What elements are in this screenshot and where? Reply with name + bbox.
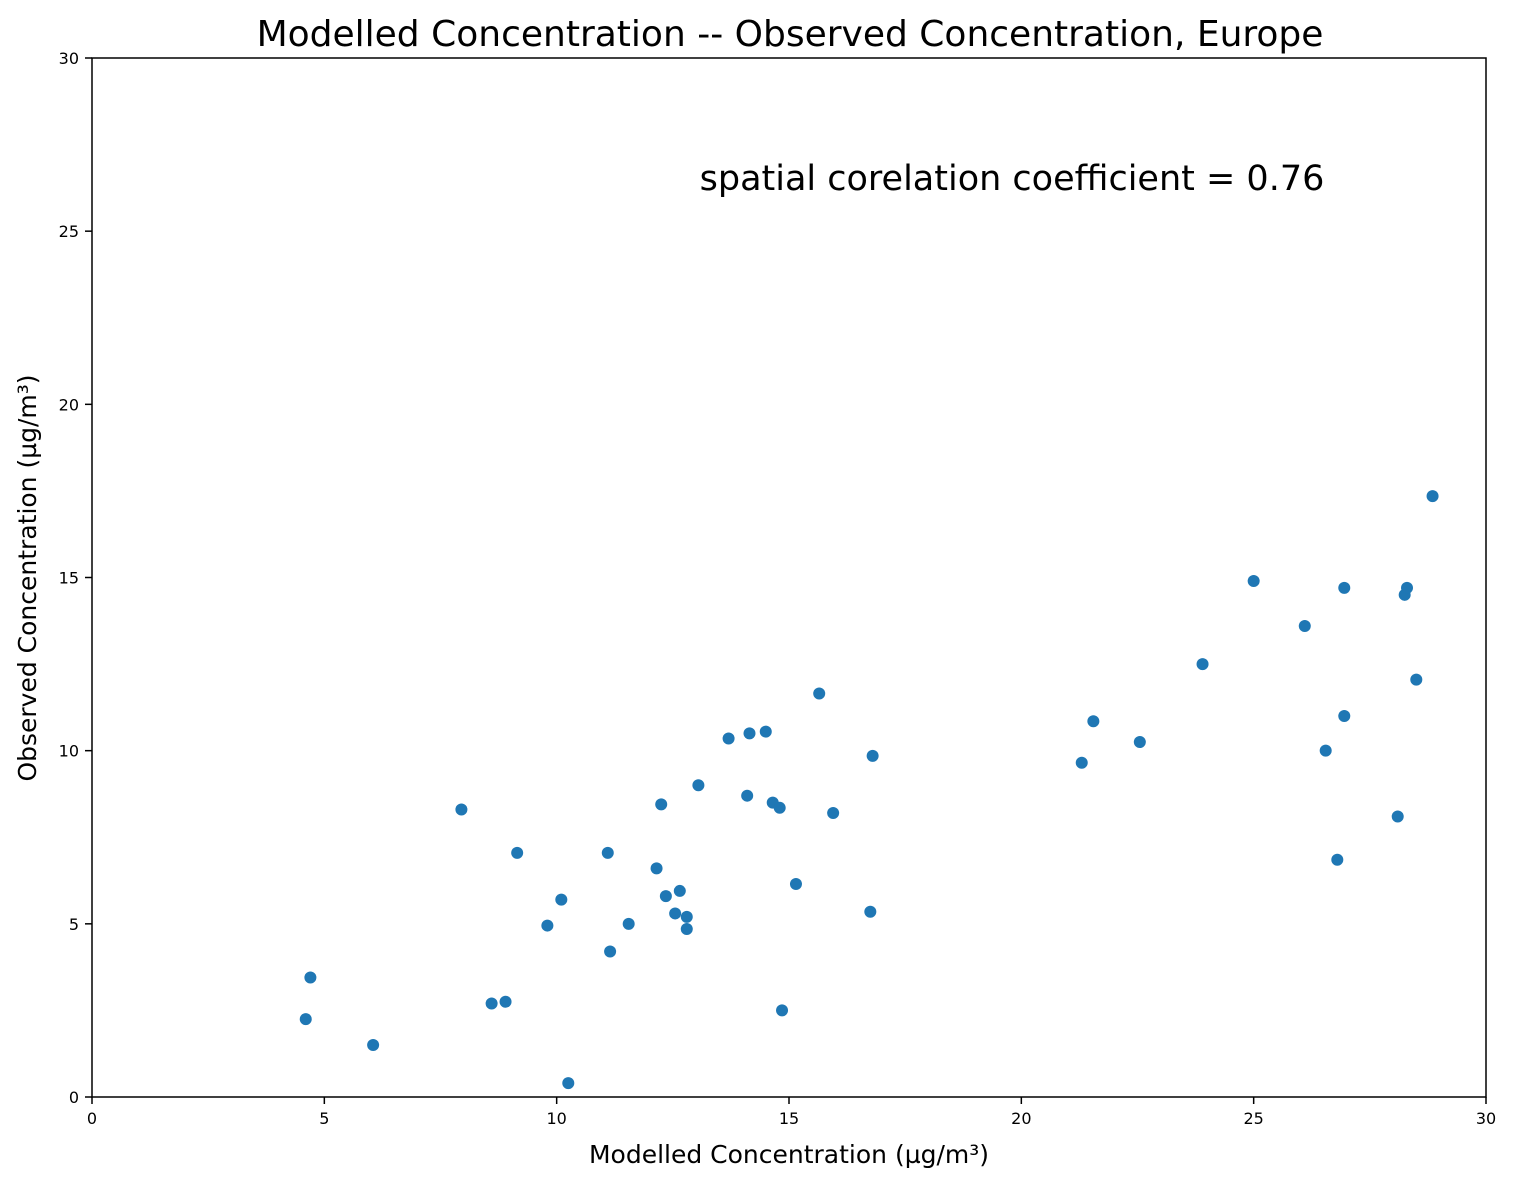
y-tick-label: 30 — [59, 49, 79, 68]
data-point — [1247, 574, 1260, 587]
data-point — [1410, 673, 1423, 686]
data-point — [673, 884, 686, 897]
data-point — [1426, 490, 1439, 503]
data-point — [299, 1013, 312, 1026]
data-point — [741, 789, 754, 802]
y-axis-label: Observed Concentration (µg/m³) — [13, 374, 42, 781]
data-point — [604, 945, 617, 958]
data-point — [455, 803, 468, 816]
data-point — [1298, 619, 1311, 632]
data-point — [555, 893, 568, 906]
data-point — [1133, 736, 1146, 749]
correlation-annotation: spatial corelation coefficient = 0.76 — [700, 159, 1325, 199]
data-point — [511, 846, 524, 859]
data-point — [813, 687, 826, 700]
data-point — [692, 779, 705, 792]
data-point — [499, 995, 512, 1008]
x-tick-label: 5 — [319, 1109, 329, 1128]
data-point — [680, 923, 693, 936]
x-tick-label: 10 — [546, 1109, 566, 1128]
data-point — [776, 1004, 789, 1017]
x-tick-label: 15 — [779, 1109, 799, 1128]
x-tick-label: 0 — [87, 1109, 97, 1128]
data-point — [1391, 810, 1404, 823]
data-point — [1401, 581, 1414, 594]
data-point — [1319, 744, 1332, 757]
x-tick-label: 20 — [1011, 1109, 1031, 1128]
data-point — [1331, 853, 1344, 866]
x-tick-label: 30 — [1476, 1109, 1496, 1128]
data-point — [1338, 710, 1351, 723]
data-point — [789, 878, 802, 891]
data-point — [669, 907, 682, 920]
y-tick-label: 10 — [59, 742, 79, 761]
data-point — [866, 749, 879, 762]
data-point — [622, 917, 635, 930]
data-point — [680, 910, 693, 923]
data-point — [659, 890, 672, 903]
data-point — [541, 919, 554, 932]
data-point — [743, 727, 756, 740]
data-point — [1196, 658, 1209, 671]
x-axis-label: Modelled Concentration (µg/m³) — [589, 1140, 989, 1169]
y-axis-ticks: 0 5 10 15 20 25 30 — [59, 49, 92, 1107]
x-axis-ticks: 0 5 10 15 20 25 30 — [87, 1097, 1496, 1128]
y-tick-label: 0 — [69, 1088, 79, 1107]
data-point — [650, 862, 663, 875]
data-point — [722, 732, 735, 745]
data-points — [299, 490, 1439, 1090]
data-point — [485, 997, 498, 1010]
y-tick-label: 25 — [59, 222, 79, 241]
x-tick-label: 25 — [1243, 1109, 1263, 1128]
y-tick-label: 20 — [59, 395, 79, 414]
data-point — [827, 807, 840, 820]
y-tick-label: 15 — [59, 569, 79, 588]
y-tick-label: 5 — [69, 915, 79, 934]
data-point — [1338, 581, 1351, 594]
data-point — [367, 1039, 380, 1052]
data-point — [864, 905, 877, 918]
data-point — [773, 801, 786, 814]
data-point — [304, 971, 317, 984]
plot-frame — [91, 57, 1487, 1098]
data-point — [601, 846, 614, 859]
data-point — [655, 798, 668, 811]
data-point — [1087, 715, 1100, 728]
data-point — [1075, 756, 1088, 769]
chart-title: Modelled Concentration -- Observed Conce… — [257, 14, 1324, 55]
data-point — [562, 1077, 575, 1090]
data-point — [759, 725, 772, 738]
